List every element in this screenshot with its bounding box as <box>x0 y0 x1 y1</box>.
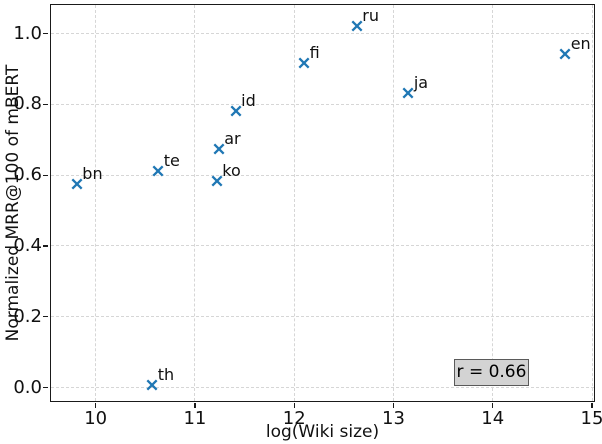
data-point-label-ja: ja <box>413 73 429 93</box>
y-tick-mark <box>43 386 48 389</box>
data-point-marker-te <box>152 162 164 177</box>
data-point-marker-ja <box>402 84 414 99</box>
x-marker-icon <box>213 143 225 155</box>
y-tick-label: 0.6 <box>13 164 42 186</box>
correlation-annotation: r = 0.66 <box>454 359 529 386</box>
horizontal-gridline <box>51 103 594 105</box>
y-tick-label: 0.0 <box>13 376 42 398</box>
y-tick-label: 0.2 <box>13 305 42 327</box>
y-tick-label: 1.0 <box>13 22 42 44</box>
x-tick-label: 10 <box>84 408 108 429</box>
data-point-marker-ru <box>351 17 363 32</box>
x-tick-mark <box>95 402 97 408</box>
x-marker-icon <box>351 20 363 32</box>
data-point-marker-fi <box>298 54 310 69</box>
x-tick-mark <box>392 402 395 408</box>
data-point-label-fi: fi <box>309 43 320 63</box>
x-tick-mark <box>492 402 494 408</box>
x-marker-icon <box>230 105 242 117</box>
x-marker-icon <box>402 87 414 99</box>
vertical-gridline <box>95 5 97 401</box>
horizontal-gridline <box>51 174 594 176</box>
y-tick-label: 0.8 <box>13 93 42 115</box>
data-point-label-ru: ru <box>362 6 379 26</box>
data-point-label-ar: ar <box>224 129 241 149</box>
y-tick-mark <box>43 245 48 247</box>
x-tick-mark <box>194 402 196 408</box>
horizontal-gridline <box>51 33 594 35</box>
x-marker-icon <box>71 178 83 190</box>
data-point-label-en: en <box>570 34 591 54</box>
data-point-marker-id <box>230 102 242 117</box>
x-marker-icon <box>559 48 571 60</box>
data-point-label-th: th <box>157 365 175 385</box>
vertical-gridline <box>591 5 593 401</box>
horizontal-gridline <box>51 316 594 318</box>
data-point-marker-th <box>146 376 158 391</box>
x-tick-label: 14 <box>481 408 505 429</box>
data-point-label-ko: ko <box>222 160 241 180</box>
horizontal-gridline <box>51 245 594 247</box>
x-tick-label: 13 <box>382 408 405 429</box>
x-tick-label: 11 <box>183 408 207 429</box>
x-tick-mark <box>293 402 295 408</box>
x-tick-mark <box>591 402 593 408</box>
x-marker-icon <box>211 175 223 187</box>
y-tick-mark <box>43 316 48 318</box>
horizontal-gridline <box>51 387 594 389</box>
y-tick-label: 0.4 <box>13 234 42 256</box>
data-point-marker-ko <box>211 172 223 187</box>
x-marker-icon <box>298 57 310 69</box>
vertical-gridline <box>293 5 295 401</box>
x-axis-label: log(Wiki size) <box>265 422 380 442</box>
x-marker-icon <box>146 379 158 391</box>
x-tick-label: 12 <box>282 408 306 429</box>
y-tick-mark <box>43 33 48 35</box>
plot-area: r = 0.66 10 11 12 13 14 15 0.0 0.2 0.4 0.6 0.8 1.0 b… <box>13 4 602 429</box>
vertical-gridline <box>492 5 494 401</box>
y-tick-mark <box>43 174 48 176</box>
x-marker-icon <box>152 165 164 177</box>
y-tick-mark <box>43 103 48 106</box>
data-point-label-te: te <box>163 151 180 171</box>
x-tick-label: 15 <box>580 408 602 429</box>
data-point-marker-bn <box>71 175 83 190</box>
vertical-gridline <box>194 5 196 401</box>
data-point-marker-ar <box>213 140 225 155</box>
data-point-marker-en <box>559 45 571 60</box>
vertical-gridline <box>392 5 394 401</box>
data-point-label-id: id <box>241 90 256 110</box>
data-point-label-bn: bn <box>82 163 103 183</box>
